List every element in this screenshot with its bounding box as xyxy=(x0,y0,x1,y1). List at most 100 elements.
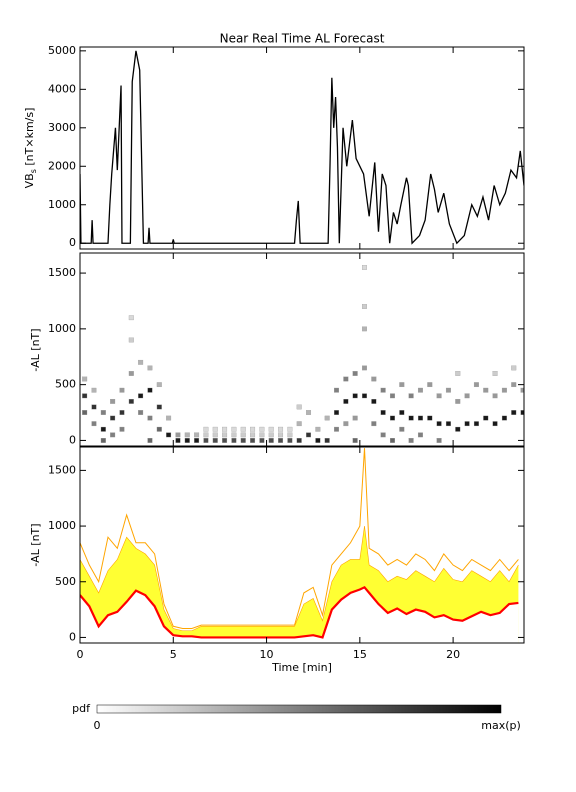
pdf-cell xyxy=(362,304,367,309)
pdf-cell xyxy=(166,415,172,421)
pdf-cell xyxy=(147,438,153,443)
y-axis-label: VBs [nT×km/s] xyxy=(23,108,38,189)
pdf-cell xyxy=(371,398,377,404)
pdf-cell xyxy=(343,398,349,404)
pdf-cell xyxy=(427,382,433,388)
x-tick-label: 20 xyxy=(446,648,460,661)
median-line xyxy=(80,585,519,639)
pdf-cell xyxy=(511,410,517,415)
y-tick-label: 1000 xyxy=(48,322,76,335)
y-tick-label: 4000 xyxy=(48,82,76,95)
pdf-cell xyxy=(91,421,97,427)
pdf-cell xyxy=(399,426,405,432)
pdf-cell xyxy=(184,438,190,443)
pdf-cell xyxy=(324,438,330,443)
pdf-cell xyxy=(119,426,125,432)
pdf-cell xyxy=(399,410,405,415)
pdf-cell xyxy=(352,415,358,421)
pdf-cell xyxy=(483,387,489,393)
y-axis-label: -AL [nT] xyxy=(29,328,42,371)
pdf-cell xyxy=(194,438,200,443)
pdf-cell xyxy=(436,393,442,399)
pdf-cell xyxy=(380,432,386,438)
pdf-cell xyxy=(473,382,479,388)
pdf-cell xyxy=(362,393,367,399)
pdf-cell xyxy=(296,438,302,443)
y-tick-label: 1000 xyxy=(48,198,76,211)
colorbar-label: pdf xyxy=(72,702,91,715)
x-axis-label: Time [min] xyxy=(271,661,332,674)
panel-frame xyxy=(79,46,525,250)
pdf-cell xyxy=(222,432,228,438)
pdf-cell xyxy=(371,421,377,427)
pdf-cell xyxy=(194,432,200,438)
x-tick-label: 5 xyxy=(170,648,177,661)
pdf-cell xyxy=(343,376,349,382)
colorbar-max: max(p) xyxy=(481,719,521,732)
pdf-cell xyxy=(436,421,442,427)
pdf-cell xyxy=(445,387,451,393)
pdf-cell xyxy=(110,415,116,421)
pdf-cell xyxy=(389,438,395,443)
plot-area xyxy=(82,265,524,443)
pdf-cell xyxy=(417,387,423,393)
y-tick-label: 1500 xyxy=(48,266,76,279)
pdf-cell xyxy=(287,426,293,432)
pdf-cell xyxy=(473,421,479,427)
pdf-cell xyxy=(455,426,461,432)
y-tick-label: 5000 xyxy=(48,44,76,57)
pdf-cell xyxy=(231,438,237,443)
pdf-cell xyxy=(464,393,470,399)
pdf-cell xyxy=(175,432,181,438)
pdf-cell xyxy=(138,410,144,415)
plot-area xyxy=(80,50,524,245)
panel-frame xyxy=(79,252,525,447)
pdf-cell xyxy=(408,393,414,399)
pdf-cell xyxy=(389,415,395,421)
pdf-cell xyxy=(389,393,395,399)
pdf-cell xyxy=(203,438,209,443)
pdf-cell xyxy=(492,371,498,376)
y-axis-label: -AL [nT] xyxy=(29,523,42,566)
vbs-line xyxy=(80,50,524,245)
pdf-cell xyxy=(408,438,414,443)
pdf-cell xyxy=(147,415,153,421)
pdf-cell xyxy=(371,376,377,382)
plot-area xyxy=(80,448,519,643)
pdf-cell xyxy=(334,426,339,432)
pdf-cell xyxy=(240,438,246,443)
pdf-cell xyxy=(82,376,88,382)
pdf-cell xyxy=(334,387,339,393)
pdf-cell xyxy=(296,404,302,410)
colorbar xyxy=(96,704,502,714)
pdf-cell xyxy=(296,421,302,427)
pdf-cell xyxy=(82,393,88,399)
pdf-cell xyxy=(324,415,330,421)
pdf-cell xyxy=(380,387,386,393)
pdf-cell xyxy=(212,438,218,443)
pdf-cell xyxy=(362,265,367,270)
pdf-cell xyxy=(278,432,284,438)
pdf-cell xyxy=(417,415,423,421)
pdf-cell xyxy=(91,387,97,393)
pdf-cell xyxy=(455,371,461,376)
pdf-cell xyxy=(156,382,162,388)
y-label-main: VB xyxy=(23,173,36,188)
pdf-cell xyxy=(278,426,284,432)
pdf-cell xyxy=(156,404,162,410)
pdf-cell xyxy=(268,432,274,438)
pdf-cell xyxy=(427,415,433,421)
pdf-cell xyxy=(287,438,293,443)
upper-line xyxy=(80,526,519,632)
pdf-cell xyxy=(128,315,134,321)
pdf-cell xyxy=(492,393,498,399)
pdf-cell xyxy=(147,387,153,393)
pdf-cell xyxy=(464,421,470,427)
y-tick-label: 0 xyxy=(69,433,76,446)
pdf-cell xyxy=(352,393,358,399)
x-tick-label: 0 xyxy=(77,648,84,661)
pdf-cell xyxy=(250,432,256,438)
pdf-cell xyxy=(128,337,134,343)
